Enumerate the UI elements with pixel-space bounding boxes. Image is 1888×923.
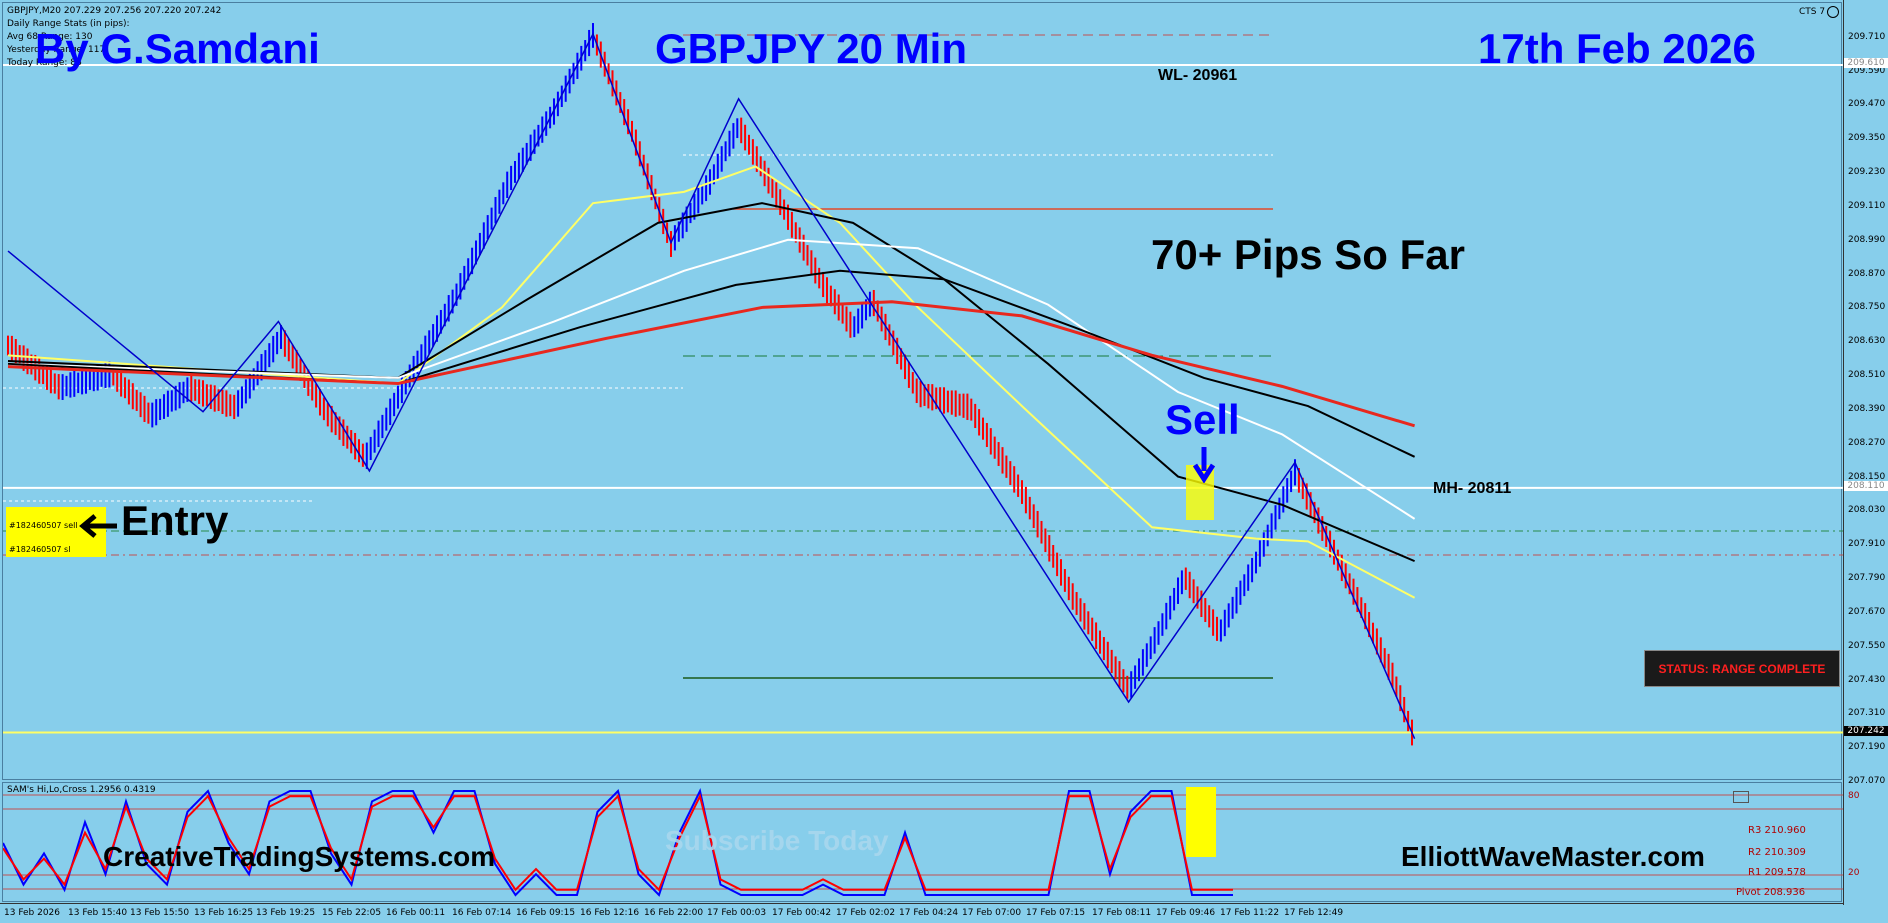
price-tick: 209.590 bbox=[1848, 65, 1886, 76]
price-tick: 208.990 bbox=[1848, 234, 1886, 245]
time-tick: 13 Feb 19:25 bbox=[256, 908, 316, 918]
close-icon[interactable] bbox=[1827, 6, 1839, 18]
pivot-r2-label: R2 210.309 bbox=[1748, 847, 1806, 858]
price-tick: 209.710 bbox=[1848, 31, 1886, 42]
osc-highlight bbox=[1186, 787, 1216, 857]
price-tick: 207.430 bbox=[1848, 674, 1886, 685]
time-tick: 17 Feb 08:11 bbox=[1092, 908, 1152, 918]
price-tick: 207.310 bbox=[1848, 708, 1886, 719]
oscillator-svg bbox=[3, 787, 1843, 897]
entry-arrow-icon bbox=[79, 511, 119, 541]
stats-line-3: Yesterday Range: 117 bbox=[7, 45, 106, 55]
ma-line-3 bbox=[7, 269, 1416, 458]
author-title: By G.Samdani bbox=[35, 25, 320, 72]
price-tick: 208.150 bbox=[1848, 471, 1886, 482]
time-tick: 13 Feb 2026 bbox=[4, 908, 61, 918]
osc-line-red bbox=[3, 793, 1233, 892]
mh-label: MH- 20811 bbox=[1433, 480, 1512, 497]
pivot-label: Pivot 208.936 bbox=[1736, 887, 1806, 898]
price-tick: 207.190 bbox=[1848, 742, 1886, 753]
price-tick: 208.750 bbox=[1848, 302, 1886, 313]
zigzag-line bbox=[7, 32, 1416, 740]
price-tick: 207.790 bbox=[1848, 573, 1886, 584]
time-tick: 17 Feb 00:42 bbox=[772, 908, 832, 918]
stats-line-1: Daily Range Stats (in pips): bbox=[7, 19, 130, 29]
time-tick: 16 Feb 00:11 bbox=[386, 908, 446, 918]
time-tick: 17 Feb 07:00 bbox=[962, 908, 1022, 918]
osc-tick-20: 20 bbox=[1848, 868, 1860, 878]
time-tick: 15 Feb 22:05 bbox=[322, 908, 382, 918]
pivot-r3-label: R3 210.960 bbox=[1748, 825, 1806, 836]
time-tick: 17 Feb 00:03 bbox=[707, 908, 767, 918]
order-sell-label[interactable]: #182460507 sell bbox=[9, 521, 78, 530]
osc-tick-80: 80 bbox=[1848, 791, 1860, 801]
time-tick: 17 Feb 12:49 bbox=[1284, 908, 1344, 918]
time-axis: 13 Feb 2026 13 Feb 15:40 13 Feb 15:50 13 Fe… bbox=[0, 903, 1843, 923]
price-tick: 208.630 bbox=[1848, 336, 1886, 347]
sell-arrow-icon bbox=[1193, 447, 1215, 483]
time-tick: 16 Feb 09:15 bbox=[516, 908, 576, 918]
price-tick: 208.510 bbox=[1848, 370, 1886, 381]
ma-line-4 bbox=[7, 300, 1416, 428]
stats-line-4: Today Range: 86 bbox=[7, 58, 82, 68]
price-chart-svg bbox=[3, 23, 1843, 746]
price-tick: 208.870 bbox=[1848, 268, 1886, 279]
time-tick: 17 Feb 04:24 bbox=[899, 908, 959, 918]
time-tick: 17 Feb 09:46 bbox=[1156, 908, 1216, 918]
time-tick: 17 Feb 11:22 bbox=[1220, 908, 1280, 918]
wl-label: WL- 20961 bbox=[1158, 67, 1238, 84]
time-tick: 13 Feb 15:40 bbox=[68, 908, 128, 918]
price-tick: 207.670 bbox=[1848, 606, 1886, 617]
entry-annotation: Entry bbox=[121, 497, 229, 544]
price-tick: 208.390 bbox=[1848, 403, 1886, 414]
screen-icon[interactable] bbox=[1733, 791, 1749, 803]
current-price-tag: 207.242 bbox=[1844, 725, 1888, 736]
status-text: STATUS: RANGE COMPLETE bbox=[1658, 661, 1826, 676]
price-tick: 209.230 bbox=[1848, 167, 1886, 178]
price-tick: 207.910 bbox=[1848, 539, 1886, 550]
wl-price-tag: 209.610 bbox=[1844, 58, 1888, 68]
time-tick: 16 Feb 22:00 bbox=[644, 908, 704, 918]
price-panel[interactable]: GBPJPY,M20 207.229 207.256 207.220 207.2… bbox=[2, 2, 1843, 780]
site-right-label[interactable]: ElliottWaveMaster.com bbox=[1401, 841, 1705, 872]
time-tick: 16 Feb 12:16 bbox=[580, 908, 640, 918]
price-tick: 208.030 bbox=[1848, 505, 1886, 516]
symbol-info: GBPJPY,M20 207.229 207.256 207.220 207.2… bbox=[7, 6, 222, 16]
time-tick: 13 Feb 16:25 bbox=[194, 908, 254, 918]
time-tick: 13 Feb 15:50 bbox=[130, 908, 190, 918]
ma-line-0 bbox=[7, 165, 1416, 599]
order-sl-label[interactable]: #182460507 sl bbox=[9, 545, 71, 554]
chart-title: GBPJPY 20 Min bbox=[655, 25, 968, 72]
price-tick: 209.470 bbox=[1848, 99, 1886, 110]
price-tick: 207.550 bbox=[1848, 640, 1886, 651]
date-title: 17th Feb 2026 bbox=[1478, 25, 1756, 72]
price-tick: 208.270 bbox=[1848, 437, 1886, 448]
osc-line-blue bbox=[3, 787, 1233, 897]
time-tick: 17 Feb 02:02 bbox=[836, 908, 896, 918]
ma-line-2 bbox=[7, 238, 1416, 520]
price-tick: 209.350 bbox=[1848, 133, 1886, 144]
pivot-r1-label: R1 209.578 bbox=[1748, 867, 1806, 878]
price-axis: 209.710 209.590 209.470 209.350 209.230 209.1… bbox=[1843, 0, 1888, 905]
site-left-label[interactable]: CreativeTradingSystems.com bbox=[103, 841, 496, 872]
time-tick: 17 Feb 07:15 bbox=[1026, 908, 1086, 918]
mh-price-tag: 208.110 bbox=[1844, 480, 1888, 491]
oscillator-panel[interactable]: SAM's Hi,Lo,Cross 1.2956 0.4319 Subscrib… bbox=[2, 782, 1843, 902]
price-tick: 207.070 bbox=[1848, 776, 1886, 786]
oscillator-label: SAM's Hi,Lo,Cross 1.2956 0.4319 bbox=[7, 785, 156, 795]
sell-annotation: Sell bbox=[1165, 396, 1240, 443]
price-tick: 209.110 bbox=[1848, 200, 1886, 211]
status-box: STATUS: RANGE COMPLETE bbox=[1644, 650, 1840, 687]
stats-line-2: Avg 68 Range: 130 bbox=[7, 32, 93, 42]
cts-label: CTS 7 bbox=[1799, 7, 1826, 17]
time-tick: 16 Feb 07:14 bbox=[452, 908, 512, 918]
subscribe-watermark: Subscribe Today bbox=[665, 825, 889, 856]
pips-annotation: 70+ Pips So Far bbox=[1151, 231, 1465, 278]
